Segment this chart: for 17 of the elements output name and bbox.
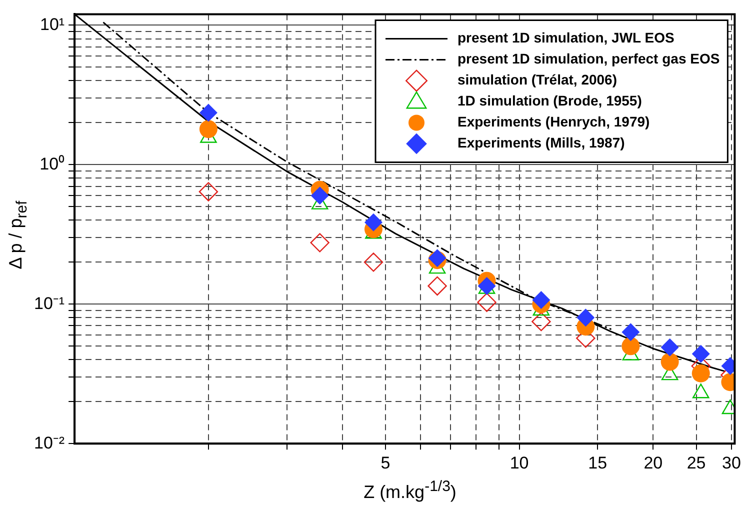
legend-label: simulation (Trélat, 2006) [458,72,618,88]
legend-label: present 1D simulation, JWL EOS [458,30,674,46]
legend-label: 1D simulation (Brode, 1955) [458,92,642,109]
x-tick-label: 15 [588,453,608,472]
legend-label: Experiments (Mills, 1987) [458,134,625,151]
x-axis-title: Z (m.kg$^{-1/3}$) [364,478,456,503]
legend-label: Experiments (Henrych, 1979) [458,114,650,130]
x-tick-label: 5 [380,453,390,472]
legend-label: present 1D simulation, perfect gas EOS [458,50,720,67]
y-tick-label: 10⁻² [34,433,65,452]
x-tick-label: 30 [722,453,741,472]
x-tick-label: 10 [510,453,529,472]
y-tick-label: 10⁻¹ [34,294,65,313]
x-tick-label: 25 [686,453,706,472]
y-tick-label: 10¹ [40,14,65,34]
y-tick-label: 10⁰ [40,154,65,174]
x-tick-label: 20 [644,453,663,472]
